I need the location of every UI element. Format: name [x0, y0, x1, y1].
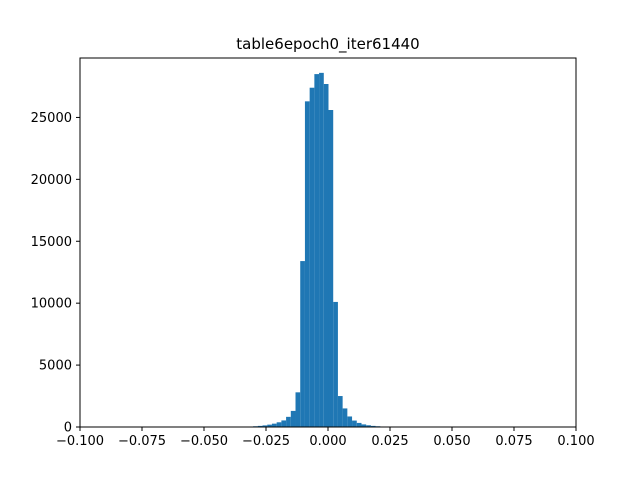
- histogram-bar: [267, 424, 272, 427]
- histogram-bar: [309, 87, 315, 427]
- x-axis-ticks: −0.100 −0.075 −0.050 −0.025 0.000 0.025 0.050 0…: [56, 427, 595, 449]
- x-tick-label: 0.050: [433, 434, 470, 449]
- x-tick-label: 0.000: [309, 434, 346, 449]
- histogram-bar: [281, 420, 287, 427]
- y-axis-ticks: 0 5000 10000 15000 20000 25000: [31, 111, 80, 436]
- x-tick-label: −0.075: [118, 434, 166, 449]
- plot-frame: [79, 57, 577, 428]
- x-tick-label: −0.050: [180, 434, 228, 449]
- histogram-bar: [295, 392, 301, 427]
- y-tick-label: 20000: [31, 173, 72, 188]
- histogram-bar: [319, 72, 324, 427]
- histogram-bar: [361, 424, 367, 427]
- histogram-bar: [286, 416, 291, 427]
- y-tick-label: 0: [64, 421, 72, 436]
- histogram-bar: [342, 408, 348, 427]
- histogram-bar: [333, 301, 338, 427]
- histogram-bar: [271, 423, 277, 427]
- y-tick-label: 15000: [31, 235, 72, 250]
- x-tick-label: −0.025: [242, 434, 290, 449]
- histogram-bar: [366, 425, 371, 427]
- histogram-bar: [347, 416, 353, 427]
- y-tick-label: 25000: [31, 111, 72, 126]
- y-tick-label: 5000: [39, 359, 72, 374]
- histogram-bar: [352, 420, 357, 427]
- histogram-bar: [257, 425, 263, 427]
- bars-group: [243, 72, 390, 427]
- x-tick-label: 0.100: [557, 434, 594, 449]
- y-tick-label: 10000: [31, 297, 72, 312]
- histogram-bar: [328, 110, 334, 427]
- x-tick-label: −0.100: [56, 434, 104, 449]
- histogram-bar: [300, 261, 305, 427]
- x-tick-label: 0.025: [371, 434, 408, 449]
- x-tick-label: 0.075: [495, 434, 532, 449]
- histogram-bar: [356, 422, 362, 427]
- histogram-bar: [290, 410, 296, 427]
- histogram-bar: [323, 84, 329, 427]
- histogram-bar: [314, 74, 320, 427]
- chart-title: table6epoch0_iter61440: [236, 35, 419, 54]
- histogram-bar: [304, 101, 310, 427]
- histogram-bar: [337, 396, 343, 427]
- histogram-bar: [370, 425, 376, 427]
- histogram-bar: [262, 425, 268, 427]
- histogram-bar: [276, 422, 282, 427]
